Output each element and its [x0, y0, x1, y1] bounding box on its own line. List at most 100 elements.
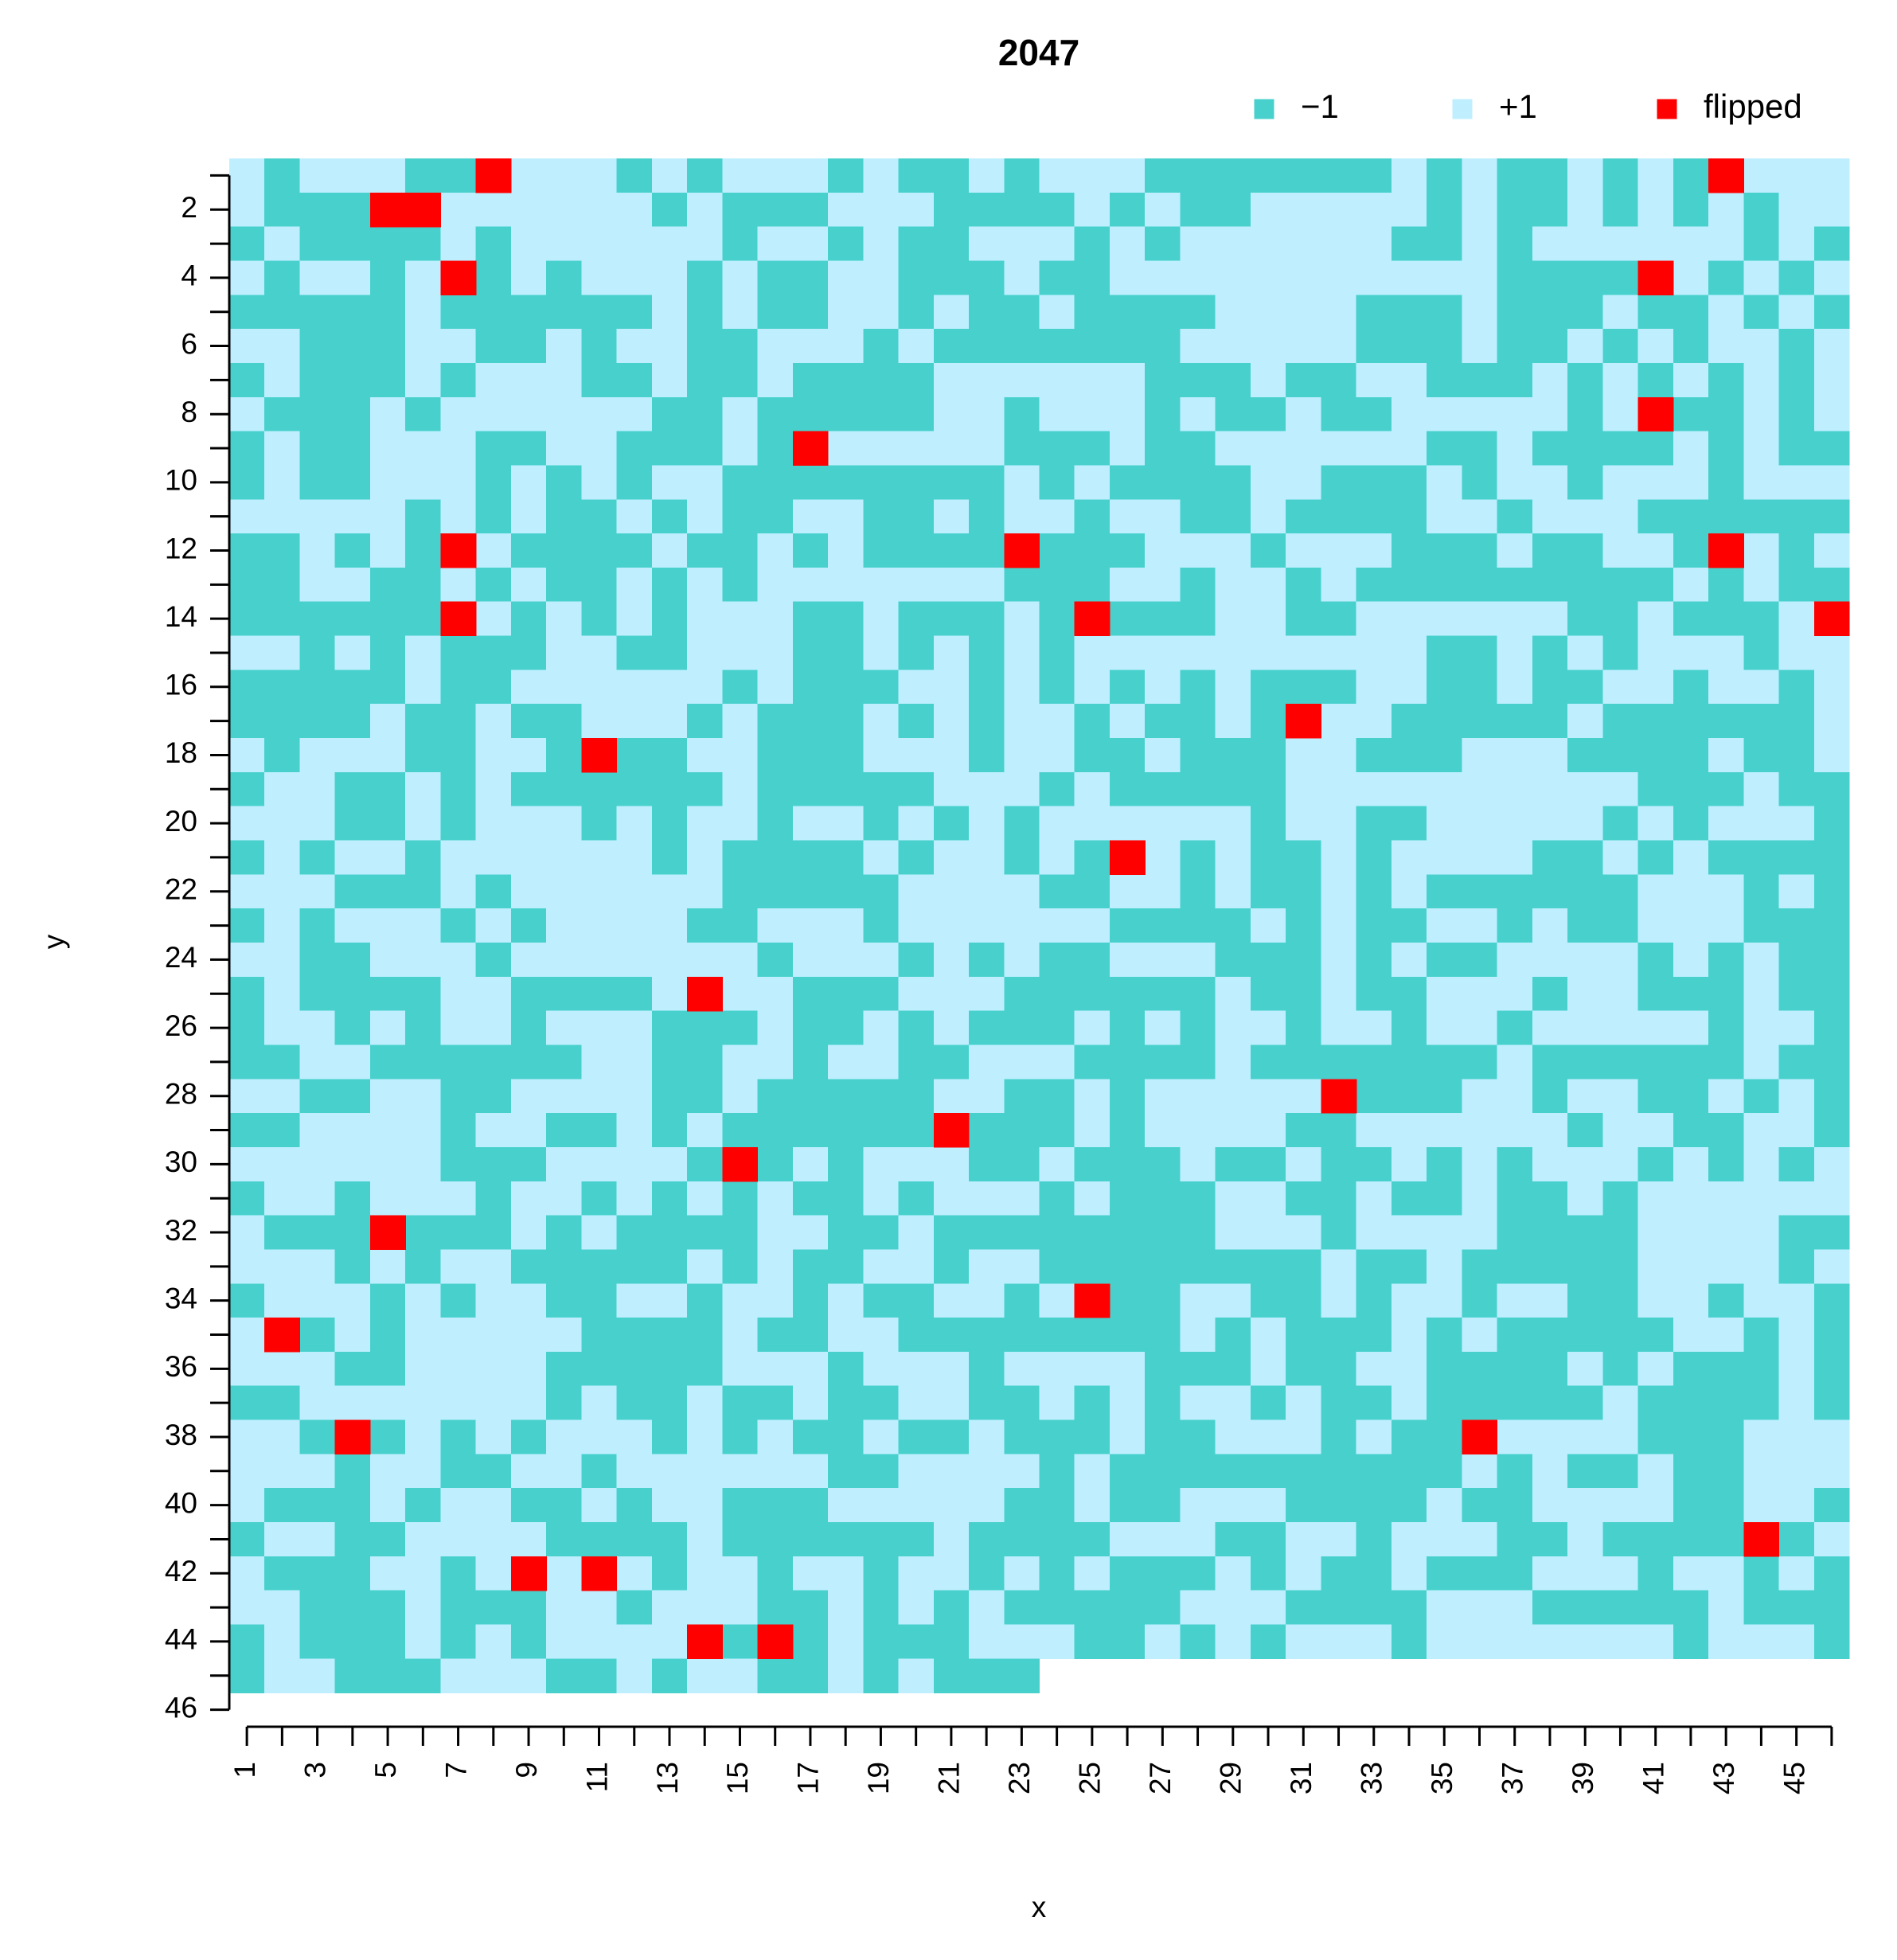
cell [1180, 1181, 1216, 1216]
cell [1215, 1454, 1251, 1489]
flipped-cell [1743, 1522, 1780, 1557]
cell [933, 329, 970, 364]
cell [757, 1010, 794, 1046]
cell [1637, 738, 1674, 773]
cell [898, 1079, 935, 1114]
cell [546, 1113, 582, 1148]
cell [1074, 1419, 1110, 1454]
cell [828, 1318, 864, 1353]
cell [510, 499, 547, 534]
cell [863, 1385, 900, 1421]
cell [1109, 601, 1146, 637]
cell [1602, 396, 1639, 432]
cell [1004, 1249, 1040, 1284]
cell [1215, 1351, 1251, 1387]
cell [1074, 1010, 1110, 1046]
cell [1567, 533, 1603, 568]
cell [475, 1044, 512, 1080]
cell [1813, 1146, 1850, 1182]
cell [616, 1522, 653, 1557]
cell [1778, 976, 1815, 1012]
cell [1321, 1488, 1357, 1523]
cell [405, 1181, 442, 1216]
cell [1180, 533, 1216, 568]
cell [1004, 840, 1040, 875]
cell [1356, 465, 1392, 500]
cell [898, 976, 935, 1012]
cell [1286, 771, 1322, 807]
cell [1743, 1113, 1780, 1148]
cell [828, 465, 864, 500]
cell [1321, 1590, 1357, 1626]
cell [1567, 1385, 1603, 1421]
cell [616, 1146, 653, 1182]
cell [369, 1658, 406, 1693]
cell [1708, 1010, 1744, 1046]
cell [722, 976, 759, 1012]
cell [687, 806, 723, 841]
cell [1673, 1590, 1709, 1626]
cell [1180, 1454, 1216, 1489]
cell [299, 295, 336, 330]
cell [757, 1181, 794, 1216]
x-tick-label: 33 [1356, 1762, 1388, 1794]
cell [546, 499, 582, 534]
cell [1637, 1283, 1674, 1318]
cell [1602, 192, 1639, 228]
cell [651, 465, 688, 500]
cell [1427, 1318, 1462, 1353]
cell [1356, 874, 1392, 909]
cell [546, 465, 582, 500]
cell [1286, 1283, 1322, 1318]
cell [1567, 840, 1603, 875]
cell [1708, 192, 1744, 228]
cell [1778, 1590, 1815, 1626]
cell [1250, 1010, 1286, 1046]
cell [1673, 1113, 1709, 1148]
cell [828, 1351, 864, 1387]
cell [1673, 192, 1709, 228]
cell [1145, 1624, 1181, 1659]
cell [1074, 1556, 1110, 1591]
cell [1427, 499, 1462, 534]
cell [722, 431, 759, 467]
cell [1180, 499, 1216, 534]
cell [1532, 1488, 1568, 1523]
cell [1109, 1556, 1146, 1591]
cell [1743, 533, 1780, 568]
cell [475, 1385, 512, 1421]
cell [757, 329, 794, 364]
cell [1074, 1590, 1110, 1626]
cell [1673, 704, 1709, 739]
cell [264, 362, 301, 398]
cell [475, 1556, 512, 1591]
x-axis-label: x [1032, 1891, 1047, 1923]
cell [933, 738, 970, 773]
cell [1004, 1624, 1040, 1659]
x-tick-label: 25 [1074, 1762, 1107, 1794]
cell [1321, 738, 1357, 773]
cell [1321, 1385, 1357, 1421]
cell [687, 840, 723, 875]
cell [369, 771, 406, 807]
cell [898, 840, 935, 875]
cell [616, 1556, 653, 1591]
cell [1321, 1318, 1357, 1353]
cell [1602, 1181, 1639, 1216]
cell [722, 329, 759, 364]
y-tick-label: 22 [165, 873, 197, 906]
cell [1004, 465, 1040, 500]
cell [229, 874, 265, 909]
cell [229, 1419, 265, 1454]
cell [1286, 976, 1322, 1012]
cell [757, 635, 794, 670]
cell [1673, 158, 1709, 193]
cell [1462, 1044, 1498, 1080]
cell [757, 738, 794, 773]
cell [1356, 499, 1392, 534]
cell [475, 1624, 512, 1659]
cell [1180, 362, 1216, 398]
cell [334, 1385, 371, 1421]
cell [1039, 158, 1075, 193]
cell [440, 1590, 477, 1626]
